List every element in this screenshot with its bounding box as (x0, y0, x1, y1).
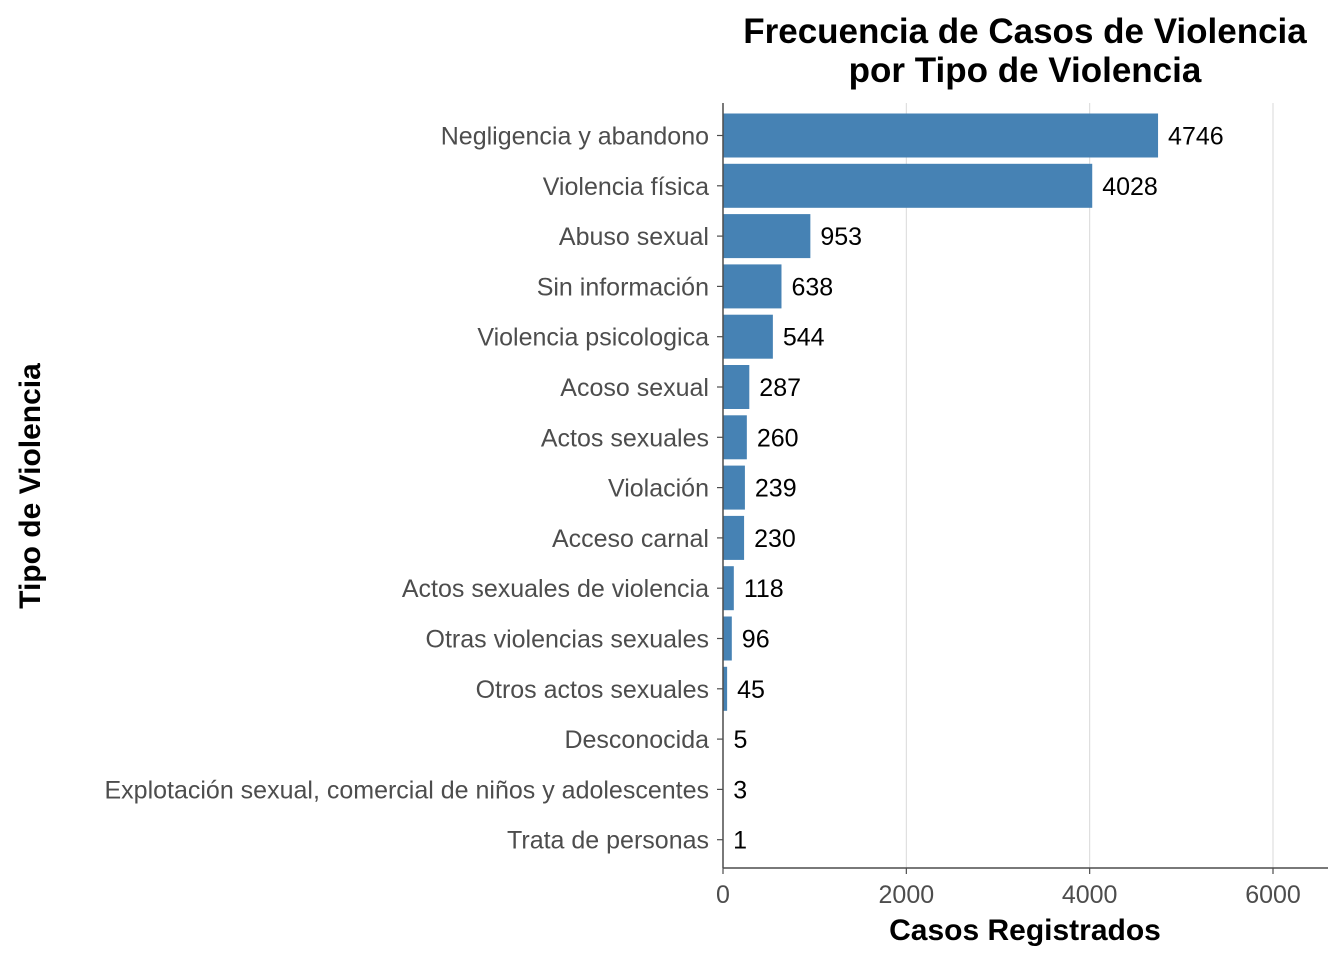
chart-title-line-2: por Tipo de Violencia (849, 51, 1202, 90)
data-label: 45 (737, 676, 765, 704)
category-label: Actos sexuales de violencia (402, 575, 709, 603)
category-label: Trata de personas (507, 827, 709, 855)
data-label: 4028 (1102, 173, 1158, 201)
data-label: 953 (820, 223, 862, 251)
x-tick-label: 2000 (879, 881, 935, 909)
bar (723, 163, 1093, 208)
chart-title-line-1: Frecuencia de Casos de Violencia (743, 12, 1307, 51)
x-tick-labels: 0 2000 4000 6000 (716, 881, 1301, 909)
data-label: 230 (754, 525, 796, 553)
bar (723, 314, 773, 359)
x-tick-label: 4000 (1062, 881, 1118, 909)
x-axis-title: Casos Registrados (889, 914, 1161, 947)
gridlines (905, 103, 1274, 868)
bar (723, 666, 728, 711)
category-label: Acceso carnal (552, 525, 709, 553)
category-label: Explotación sexual, comercial de niños y… (104, 776, 709, 804)
category-label: Otros actos sexuales (476, 676, 709, 704)
x-tick-label: 6000 (1245, 881, 1301, 909)
bar (723, 365, 750, 409)
bar (723, 214, 811, 259)
category-label: Desconocida (564, 726, 709, 754)
category-label: Violación (608, 475, 709, 503)
data-label: 544 (783, 324, 825, 352)
bar (723, 465, 745, 510)
category-labels: Negligencia y abandono Violencia física Ab… (104, 123, 709, 855)
category-label: Sin información (537, 273, 709, 301)
category-label: Violencia física (543, 173, 709, 201)
data-label: 3 (733, 776, 747, 804)
category-label: Negligencia y abandono (441, 123, 709, 151)
data-label: 118 (744, 575, 784, 603)
data-label: 260 (757, 424, 799, 452)
category-label: Abuso sexual (559, 223, 709, 251)
data-label: 96 (742, 626, 770, 654)
data-label: 287 (759, 374, 801, 402)
data-label: 5 (733, 726, 747, 754)
bar (723, 113, 1159, 158)
bar (723, 566, 734, 611)
bar (723, 415, 747, 460)
x-tick-label: 0 (716, 881, 730, 909)
axes (717, 103, 1328, 874)
data-label: 4746 (1168, 123, 1224, 151)
bars (723, 113, 1159, 862)
category-label: Otras violencias sexuales (426, 626, 709, 654)
data-label: 1 (733, 827, 747, 855)
data-label: 239 (755, 475, 797, 503)
y-axis-title: Tipo de Violencia (14, 363, 47, 609)
bar (723, 616, 732, 661)
category-label: Actos sexuales (541, 424, 709, 452)
data-label: 638 (791, 273, 833, 301)
bar (723, 264, 782, 309)
bar (723, 515, 745, 560)
category-label: Violencia psicologica (477, 324, 709, 352)
data-labels: 4746 4028 953 638 544 287 260 239 230 118 96 45 5 3 1 (733, 123, 1224, 855)
category-label: Acoso sexual (560, 374, 709, 402)
